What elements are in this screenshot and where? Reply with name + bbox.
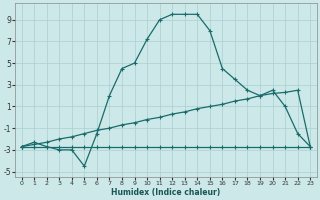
X-axis label: Humidex (Indice chaleur): Humidex (Indice chaleur) [111,188,220,197]
